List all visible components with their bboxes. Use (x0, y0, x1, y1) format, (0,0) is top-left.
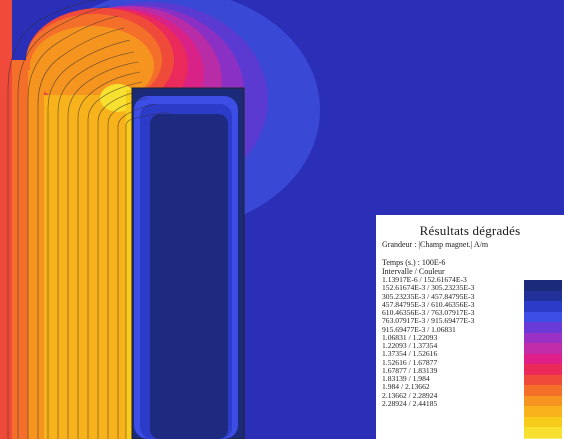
legend-swatch (524, 364, 562, 375)
field-lines (7, 0, 171, 439)
conductor-core (150, 114, 228, 439)
legend-header: Intervalle / Couleur (382, 267, 445, 276)
legend-swatch (524, 322, 562, 333)
legend-swatch (524, 301, 562, 312)
legend-quantity: Grandeur : |Champ magnet.| A/m (382, 240, 489, 249)
legend-row: 1.06831 / 1.22093 (382, 332, 438, 342)
legend-swatch (524, 427, 562, 438)
legend-swatch (524, 311, 562, 322)
legend-row: 2.28924 / 2.44185 (382, 398, 438, 408)
legend-swatch (524, 416, 562, 427)
legend-swatch (524, 374, 562, 385)
legend-swatch (524, 280, 562, 291)
legend-swatch (524, 343, 562, 354)
legend-row: 457.84795E-3 / 610.46356E-3 (382, 299, 475, 309)
legend-swatches (524, 280, 562, 439)
legend-row: 305.23235E-3 / 457.84795E-3 (382, 291, 475, 301)
legend-swatch (524, 406, 562, 417)
legend-row: 763.07917E-3 / 915.69477E-3 (382, 316, 475, 326)
legend-time: Temps (s.) : 100E-6 (382, 258, 446, 267)
legend-swatch (524, 437, 562, 439)
legend-title: Résultats dégradés (419, 223, 521, 238)
legend-row: 610.46356E-3 / 763.07917E-3 (382, 308, 475, 317)
legend-swatch (524, 332, 562, 343)
legend-rows: 1.13917E-6 / 152.61674E-3 152.61674E-3 / … (382, 275, 522, 408)
legend-row: 915.69477E-3 / 1.06831 (382, 324, 456, 334)
legend-row: 1.67877 / 1.83139 (382, 365, 438, 375)
legend-row: 1.52616 / 1.67877 (382, 357, 438, 367)
legend-row: 1.83139 / 1.984 (382, 374, 430, 383)
legend-row: 2.13662 / 2.28924 (382, 390, 438, 400)
legend-row: 1.22093 / 1.37354 (382, 341, 438, 350)
legend-swatch (524, 353, 562, 364)
legend-row: 1.13917E-6 / 152.61674E-3 (382, 275, 467, 284)
legend-swatch (524, 395, 562, 406)
legend-panel: Résultats dégradés Grandeur : |Champ mag… (376, 215, 564, 439)
legend-row: 1.984 / 2.13662 (382, 382, 430, 392)
legend-row: 1.37354 / 1.52616 (382, 349, 438, 359)
mid-field-band (0, 0, 12, 439)
legend-swatch (524, 290, 562, 301)
legend-swatch (524, 385, 562, 396)
legend-row: 152.61674E-3 / 305.23235E-3 (382, 283, 475, 293)
